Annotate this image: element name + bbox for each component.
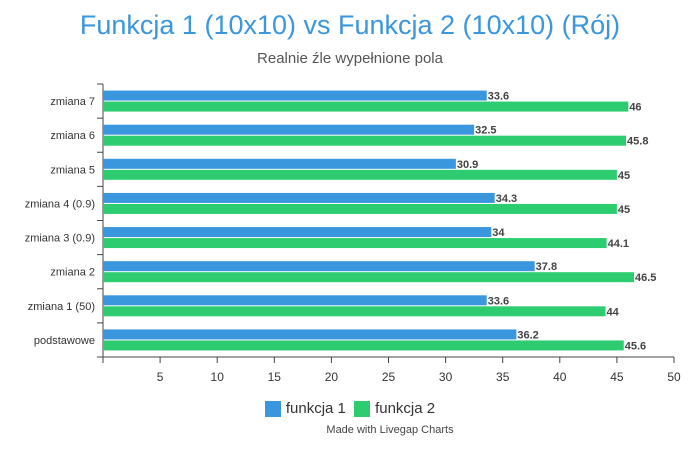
data-label: 44.1 [608,238,629,250]
data-label: 33.6 [488,295,509,307]
bar-funkcja-2 [103,272,635,283]
data-label: 37.8 [536,261,557,273]
bar-funkcja-1 [103,192,495,203]
bar-funkcja-2 [103,238,607,249]
y-tick-label: zmiana 6 [50,130,95,142]
legend: funkcja 1 funkcja 2 [0,400,700,421]
bar-funkcja-1 [103,124,475,135]
credit-text: Made with Livegap Charts [326,424,454,436]
x-tick-label: 50 [667,370,681,384]
data-label: 36.2 [517,329,538,341]
x-tick-label: 15 [268,370,282,384]
data-label: 45.6 [625,340,646,352]
y-tick-label: zmiana 4 (0.9) [25,198,95,210]
chart-title: Funkcja 1 (10x10) vs Funkcja 2 (10x10) (… [79,10,621,40]
bar-funkcja-2 [103,203,617,214]
y-tick-label: zmiana 7 [50,96,95,108]
chart-subtitle: Realnie źle wypełnione pola [257,50,443,67]
data-label: 45 [618,204,630,216]
bar-funkcja-1 [103,227,492,238]
x-tick-label: 45 [610,370,624,384]
legend-item-funkcja-2[interactable]: funkcja 2 [354,400,435,417]
x-tick-label: 20 [325,370,339,384]
x-tick-label: 10 [211,370,225,384]
legend-label-funkcja-2: funkcja 2 [375,400,436,417]
y-tick-label: zmiana 5 [50,164,95,176]
legend-label-funkcja-1: funkcja 1 [285,400,346,417]
x-tick-label: 25 [382,370,396,384]
data-label: 34 [492,227,505,239]
bar-funkcja-2 [103,135,627,146]
bar-funkcja-2 [103,306,606,317]
y-tick-label: zmiana 2 [50,267,95,279]
y-tick-label: zmiana 3 (0.9) [25,233,95,245]
data-label: 33.6 [488,91,509,103]
x-tick-label: 30 [439,370,453,384]
legend-swatch-funkcja-1 [264,400,281,417]
data-label: 34.3 [496,193,517,205]
data-label: 46.5 [635,272,656,284]
bar-funkcja-2 [103,340,624,351]
x-tick-label: 40 [553,370,567,384]
data-label: 44 [606,306,619,318]
bar-funkcja-1 [103,90,487,101]
bar-funkcja-1 [103,329,517,340]
bar-funkcja-1 [103,158,456,169]
bar-funkcja-2 [103,169,617,180]
x-tick-label: 5 [157,370,164,384]
legend-swatch-funkcja-2 [354,400,371,417]
legend-item-funkcja-1[interactable]: funkcja 1 [264,400,346,417]
data-label: 46 [629,102,641,114]
bar-funkcja-1 [103,261,535,272]
y-tick-label: zmiana 1 (50) [28,301,95,313]
data-label: 45 [618,170,630,182]
x-tick-label: 35 [496,370,510,384]
y-tick-label: podstawowe [34,335,95,347]
bar-funkcja-1 [103,295,487,306]
bar-funkcja-2 [103,101,629,112]
data-label: 30.9 [457,159,478,171]
data-label: 45.8 [627,136,648,148]
data-label: 32.5 [475,125,496,137]
